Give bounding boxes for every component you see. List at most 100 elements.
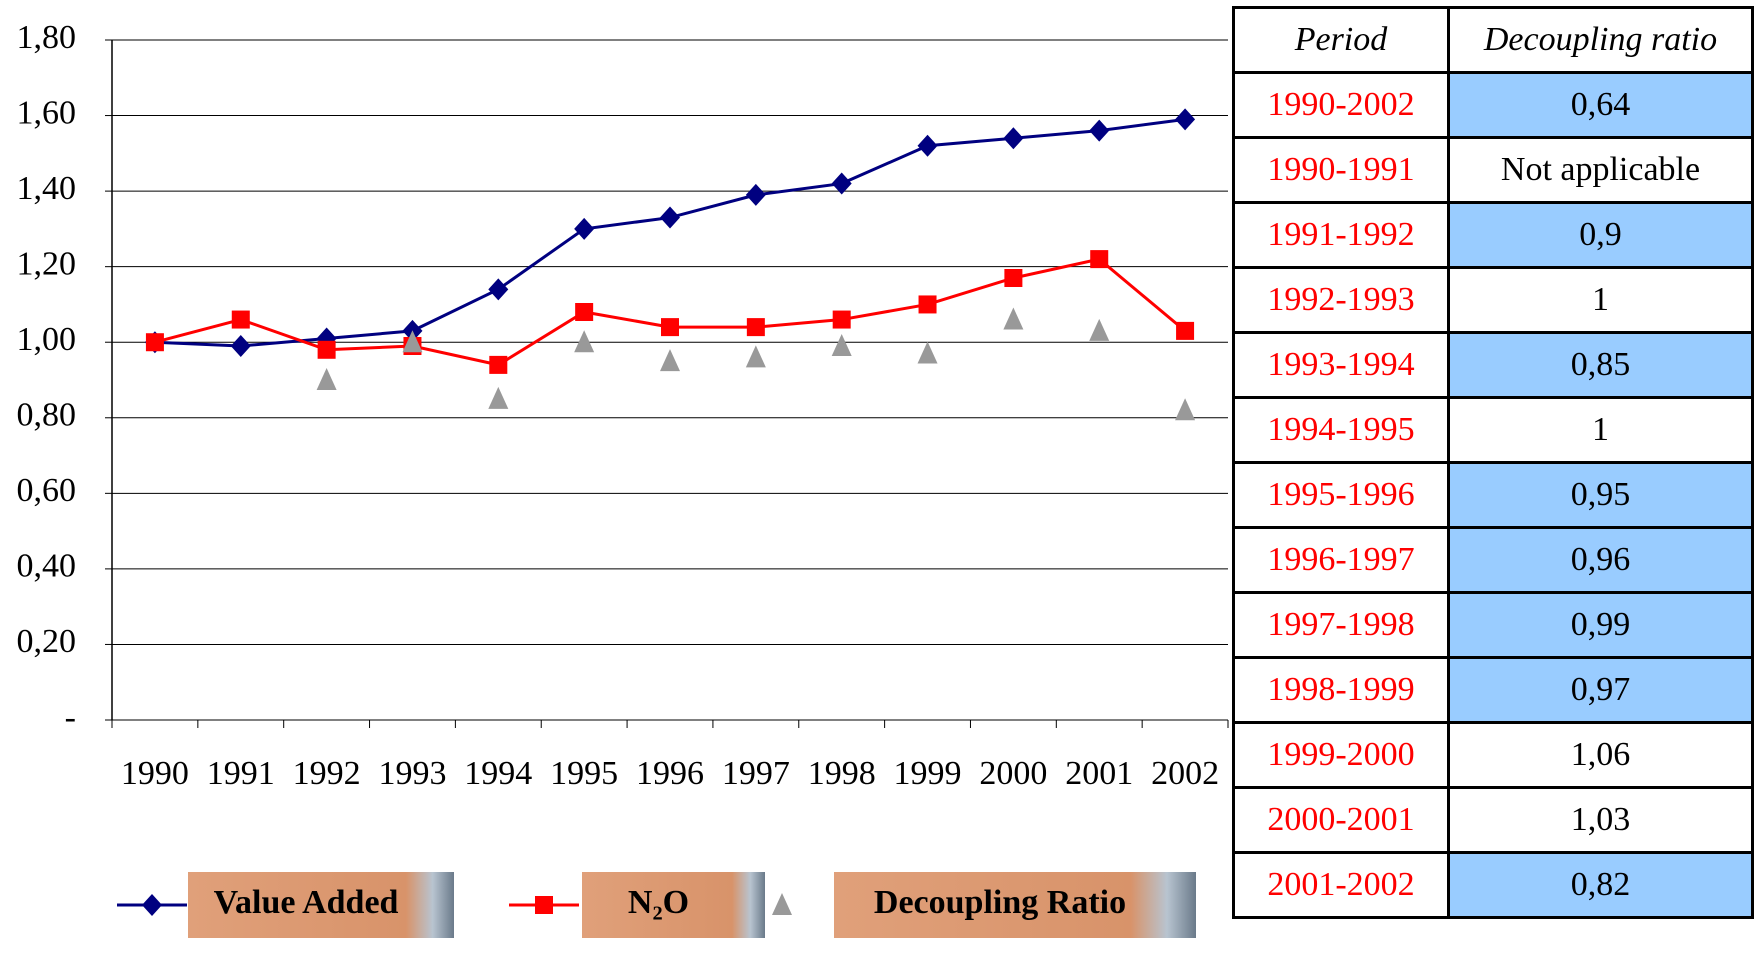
table-row: 1991-1992 0,9 xyxy=(1232,201,1754,269)
marker xyxy=(1176,321,1195,340)
marker xyxy=(489,355,508,374)
marker xyxy=(772,893,792,915)
header-cell: Decoupling ratio xyxy=(1447,6,1754,74)
marker xyxy=(660,206,680,229)
x-tick-label: 1997 xyxy=(722,755,790,792)
period-cell: 2000-2001 xyxy=(1232,786,1450,854)
legend-box xyxy=(188,872,454,938)
header-cell: Period xyxy=(1232,6,1450,74)
marker xyxy=(1175,398,1196,421)
table-row: Period Decoupling ratio xyxy=(1232,6,1754,74)
period-cell: 1993-1994 xyxy=(1232,331,1450,399)
period-cell: 1990-1991 xyxy=(1232,136,1450,204)
y-tick-label: 0,80 xyxy=(17,397,77,434)
marker xyxy=(575,303,594,321)
ratio-cell: 0,64 xyxy=(1447,71,1754,139)
x-tick-label: 2001 xyxy=(1065,755,1133,792)
marker xyxy=(317,340,336,359)
legend-label: Decoupling Ratio xyxy=(874,884,1126,921)
x-tick-label: 1998 xyxy=(808,755,876,792)
y-tick-label: - xyxy=(65,699,76,736)
ratio-cell: 0,9 xyxy=(1447,201,1754,269)
ratio-cell: 0,95 xyxy=(1447,461,1754,529)
y-tick-label: 1,80 xyxy=(17,19,77,56)
y-tick-label: 0,40 xyxy=(17,548,77,585)
x-tick-label: 1990 xyxy=(121,755,189,792)
table-row: 1990-1991 Not applicable xyxy=(1232,136,1754,204)
marker xyxy=(1090,250,1109,269)
ratio-table: Period Decoupling ratio 1990-2002 0,64 1990-… xyxy=(1232,6,1754,919)
ratio-cell: 1 xyxy=(1447,396,1754,464)
marker xyxy=(488,386,509,409)
table-row: 1995-1996 0,95 xyxy=(1232,461,1754,529)
marker xyxy=(535,896,553,914)
y-tick-label: 1,00 xyxy=(17,321,77,358)
y-tick-label: 1,20 xyxy=(17,245,77,282)
table-row: 1990-2002 0,64 xyxy=(1232,71,1754,139)
period-cell: 1998-1999 xyxy=(1232,656,1450,724)
marker xyxy=(231,310,250,329)
table-row: 1998-1999 0,97 xyxy=(1232,656,1754,724)
marker xyxy=(831,334,852,356)
ratio-cell: 0,99 xyxy=(1447,591,1754,659)
ratio-cell: 1 xyxy=(1447,266,1754,334)
marker xyxy=(1003,127,1024,150)
ratio-cell: 0,85 xyxy=(1447,331,1754,399)
marker xyxy=(832,310,851,329)
period-cell: 2001-2002 xyxy=(1232,851,1450,919)
period-cell: 1990-2002 xyxy=(1232,71,1450,139)
y-tick-label: 1,40 xyxy=(17,170,77,207)
marker xyxy=(745,345,766,368)
marker xyxy=(316,368,337,390)
marker xyxy=(1003,307,1024,330)
series-line xyxy=(154,257,1187,367)
marker xyxy=(660,349,680,372)
period-cell: 1994-1995 xyxy=(1232,396,1450,464)
marker xyxy=(488,278,509,301)
legend-box xyxy=(834,872,1196,938)
x-tick-label: 1991 xyxy=(207,755,275,792)
x-tick-label: 1999 xyxy=(894,755,962,792)
period-cell: 1992-1993 xyxy=(1232,266,1450,334)
marker xyxy=(142,894,162,916)
marker xyxy=(917,134,938,157)
period-cell: 1997-1998 xyxy=(1232,591,1450,659)
marker xyxy=(918,295,937,314)
table-row: 1993-1994 0,85 xyxy=(1232,331,1754,399)
marker xyxy=(574,330,595,353)
x-tick-label: 1992 xyxy=(293,755,361,792)
legend-label: N₂O xyxy=(628,884,689,921)
marker xyxy=(661,318,679,337)
x-tick-label: 1994 xyxy=(464,755,532,792)
ratio-cell: 0,82 xyxy=(1447,851,1754,919)
ratio-cell: 0,97 xyxy=(1447,656,1754,724)
x-tick-label: 1996 xyxy=(636,755,704,792)
legend-box xyxy=(582,872,765,938)
period-cell: 1991-1992 xyxy=(1232,201,1450,269)
marker xyxy=(831,172,852,195)
period-cell: 1999-2000 xyxy=(1232,721,1450,789)
table-row: 2001-2002 0,82 xyxy=(1232,851,1754,919)
y-tick-label: 0,60 xyxy=(17,472,77,509)
marker xyxy=(230,335,251,357)
table-row: 1994-1995 1 xyxy=(1232,396,1754,464)
x-tick-label: 2002 xyxy=(1151,755,1219,792)
x-tick-label: 1995 xyxy=(550,755,618,792)
marker xyxy=(574,217,595,240)
series-line xyxy=(154,117,1186,348)
y-tick-label: 0,20 xyxy=(17,623,77,660)
marker xyxy=(745,183,766,206)
ratio-cell: Not applicable xyxy=(1447,136,1754,204)
marker xyxy=(1004,269,1023,287)
marker xyxy=(746,318,765,337)
legend-label: Value Added xyxy=(214,884,399,921)
marker xyxy=(1089,318,1110,341)
period-cell: 1995-1996 xyxy=(1232,461,1450,529)
marker xyxy=(402,330,423,353)
marker xyxy=(1175,108,1196,131)
table-row: 1999-2000 1,06 xyxy=(1232,721,1754,789)
period-cell: 1996-1997 xyxy=(1232,526,1450,594)
marker xyxy=(145,333,164,352)
table-row: 1992-1993 1 xyxy=(1232,266,1754,334)
